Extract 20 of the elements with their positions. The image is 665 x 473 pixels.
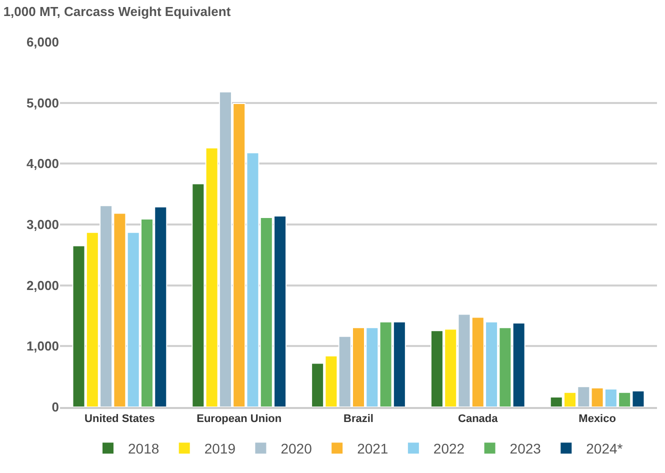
x-tick-label: United States xyxy=(84,413,155,426)
y-tick-label: 5,000 xyxy=(26,95,59,110)
legend-label: 2023 xyxy=(510,440,542,457)
legend-label: 2021 xyxy=(357,440,388,457)
y-tick-label: 0 xyxy=(52,400,59,415)
x-tick-label: Canada xyxy=(458,413,499,426)
y-tick-label: 6,000 xyxy=(26,34,59,50)
legend-label: 2018 xyxy=(128,440,160,457)
legend-label: 2019 xyxy=(204,440,236,457)
legend-label: 2020 xyxy=(280,440,312,457)
chart-title: 1,000 MT, Carcass Weight Equivalent xyxy=(3,4,232,20)
x-tick-label: Brazil xyxy=(344,413,374,426)
x-tick-label: Mexico xyxy=(578,413,616,426)
y-tick-label: 2,000 xyxy=(26,278,59,293)
legend-label: 2024* xyxy=(586,440,624,457)
legend-label: 2022 xyxy=(433,440,465,457)
y-tick-label: 1,000 xyxy=(26,338,59,354)
x-tick-label: European Union xyxy=(196,413,282,426)
y-tick-label: 4,000 xyxy=(26,156,59,172)
y-tick-label: 3,000 xyxy=(26,217,59,232)
